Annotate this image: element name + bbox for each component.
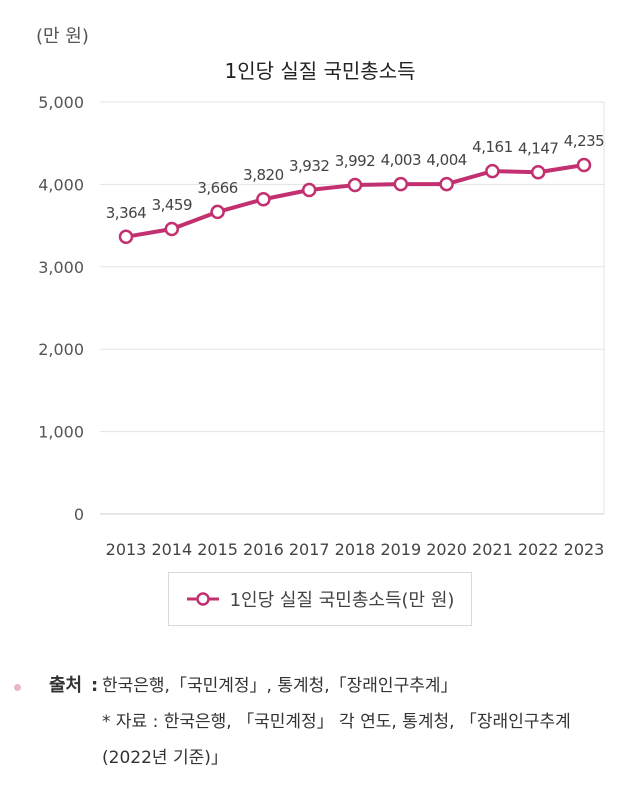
y-tick-label: 3,000 [38,258,84,277]
data-label: 4,004 [426,151,466,169]
x-tick-label: 2013 [106,540,147,559]
data-point [164,221,180,237]
data-label: 3,364 [106,204,146,222]
source-footnote: * 자료 : 한국은행, 「국민계정」 각 연도, 통계청, 「장래인구추계(2… [102,712,571,768]
y-tick-label: 2,000 [38,340,84,359]
data-label: 3,459 [152,196,192,214]
x-tick-label: 2023 [564,540,605,559]
data-point [118,229,134,245]
legend: 1인당 실질 국민총소득(만 원) [168,572,472,626]
chart-title: 1인당 실질 국민총소득 [224,59,415,83]
data-point [256,191,271,207]
data-point [439,176,454,192]
data-label: 4,147 [518,139,558,157]
source-label: 출처 [49,675,83,696]
x-tick-label: 2022 [518,540,559,559]
data-point [301,182,317,198]
data-label: 3,992 [335,152,375,170]
y-axis-unit-label: (만 원) [36,26,89,47]
data-point [530,165,546,180]
data-point [485,163,500,179]
data-point [576,157,592,173]
x-tick-label: 2019 [380,540,421,559]
data-label: 3,820 [243,166,283,184]
x-tick-label: 2015 [197,540,238,559]
y-tick-label: 1,000 [38,423,84,442]
legend-line-marker-icon [186,592,219,606]
data-point [347,177,363,193]
y-tick-label: 4,000 [38,175,84,194]
data-label: 3,666 [197,179,237,197]
data-label: 4,235 [564,132,604,150]
x-tick-label: 2016 [243,540,284,559]
data-point [210,204,225,220]
source-colon: : [91,675,99,696]
x-tick-label: 2021 [472,540,513,559]
y-tick-label: 0 [74,505,84,524]
legend-label: 1인당 실질 국민총소득(만 원) [229,590,455,611]
data-point [393,176,409,192]
y-tick-label: 5,000 [38,93,84,112]
data-label: 4,161 [472,138,512,156]
x-tick-label: 2014 [151,540,192,559]
source-text: 한국은행,「국민계정」, 통계청,「장래인구추계」 [102,676,458,696]
x-tick-label: 2018 [335,540,376,559]
x-tick-label: 2017 [289,540,330,559]
series-line [125,163,585,239]
x-tick-label: 2020 [426,540,467,559]
bullet-icon [14,684,21,691]
data-label: 4,003 [381,151,421,169]
line-chart: 1인당 실질 국민총소득 01,0002,0003,0004,0005,000 … [38,59,605,559]
data-label: 3,932 [289,157,329,175]
